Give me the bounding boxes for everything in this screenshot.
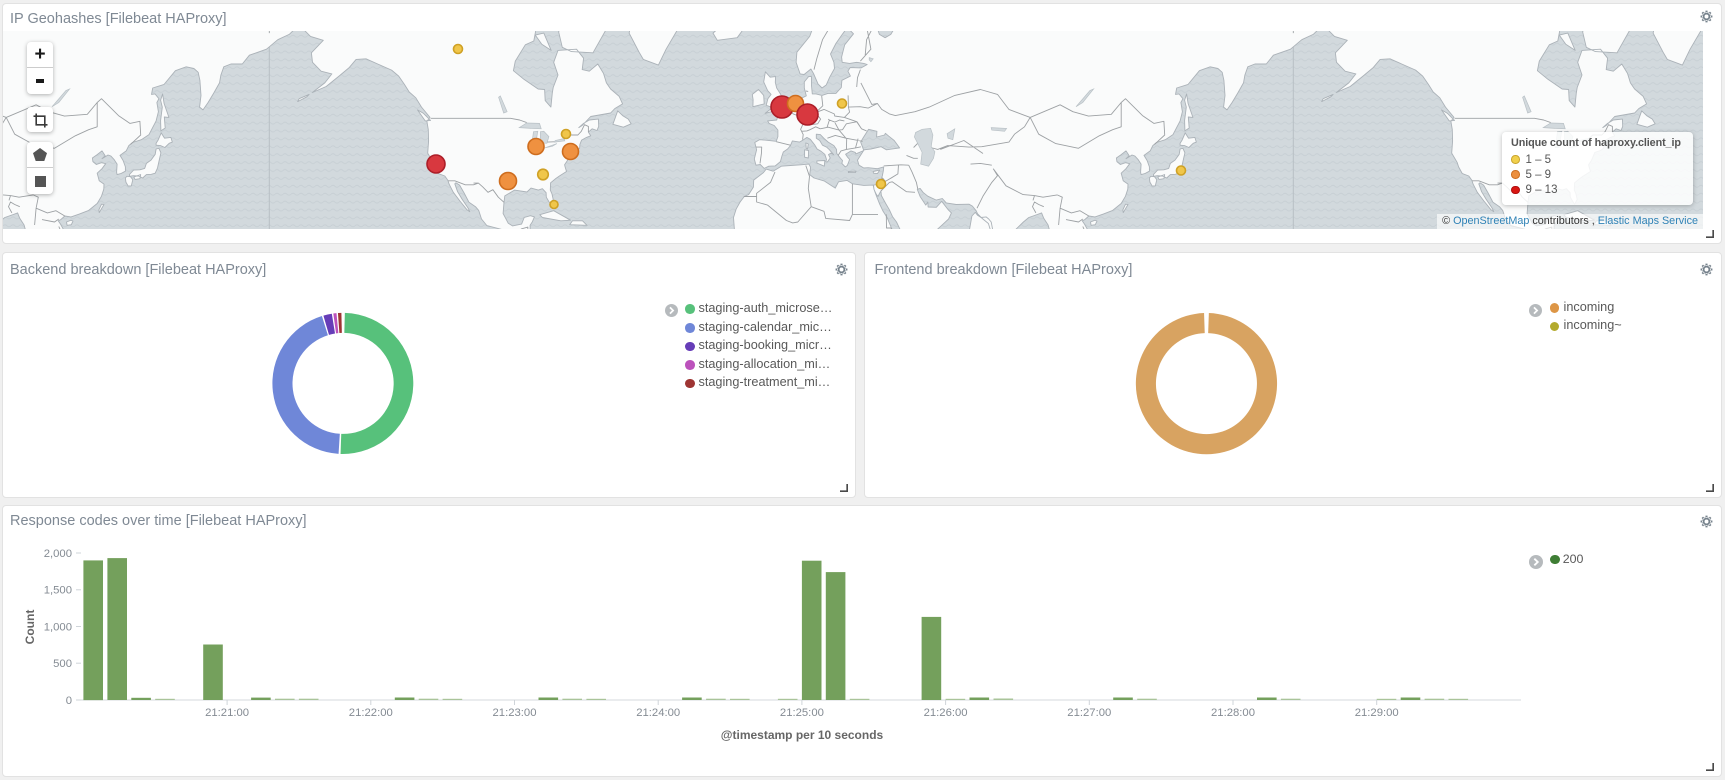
svg-text:21:29:00: 21:29:00: [1355, 707, 1399, 719]
svg-text:21:25:00: 21:25:00: [780, 707, 824, 719]
svg-text:1,000: 1,000: [44, 621, 72, 633]
svg-text:21:28:00: 21:28:00: [1211, 707, 1255, 719]
svg-text:0: 0: [66, 695, 72, 707]
svg-text:Count: Count: [23, 610, 37, 645]
svg-text:21:23:00: 21:23:00: [493, 707, 537, 719]
svg-text:21:22:00: 21:22:00: [349, 707, 393, 719]
svg-text:21:21:00: 21:21:00: [205, 707, 249, 719]
svg-text:21:27:00: 21:27:00: [1067, 707, 1111, 719]
svg-text:21:26:00: 21:26:00: [924, 707, 968, 719]
svg-text:500: 500: [53, 658, 72, 670]
svg-text:@timestamp per 10 seconds: @timestamp per 10 seconds: [721, 728, 884, 742]
svg-text:1,500: 1,500: [44, 585, 72, 597]
svg-text:21:24:00: 21:24:00: [636, 707, 680, 719]
svg-text:2,000: 2,000: [44, 548, 72, 560]
